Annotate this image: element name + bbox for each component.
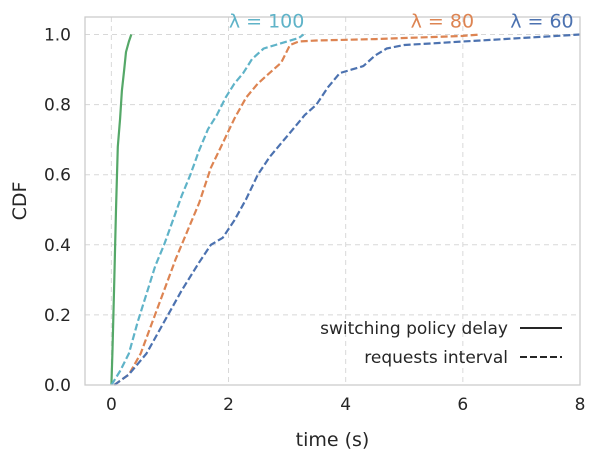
y-tick-label: 0.0 xyxy=(44,376,71,396)
x-tick-label: 0 xyxy=(106,395,117,415)
series-line-dashed xyxy=(110,33,305,386)
lambda-annotation: λ = 80 xyxy=(411,11,474,33)
legend-label: requests interval xyxy=(364,348,508,368)
series-line-solid xyxy=(110,34,133,386)
y-tick-label: 0.8 xyxy=(44,96,71,116)
tick-labels: 0 2 4 6 8 0.0 0.2 0.4 0.6 0.8 1.0 xyxy=(44,26,585,415)
lambda-annotation: λ = 100 xyxy=(229,11,305,33)
legend: switching policy delay requests interval xyxy=(320,319,562,368)
x-tick-label: 8 xyxy=(575,395,586,415)
x-axis-label: time (s) xyxy=(296,429,370,451)
x-tick-label: 4 xyxy=(340,395,351,415)
legend-label: switching policy delay xyxy=(320,319,508,339)
lambda-annotations: λ = 100 λ = 80 λ = 60 xyxy=(229,11,574,33)
y-axis-label: CDF xyxy=(9,182,31,221)
plot-frame xyxy=(84,16,581,386)
y-tick-label: 0.6 xyxy=(44,166,71,186)
x-tick-label: 2 xyxy=(223,395,234,415)
y-tick-label: 1.0 xyxy=(44,26,71,46)
series-line-dashed xyxy=(113,33,481,386)
x-tick-label: 6 xyxy=(457,395,468,415)
y-tick-label: 0.2 xyxy=(44,306,71,326)
y-tick-label: 0.4 xyxy=(44,236,71,256)
series-line-dashed xyxy=(113,33,581,386)
series-group xyxy=(110,33,581,386)
lambda-annotation: λ = 60 xyxy=(510,11,573,33)
